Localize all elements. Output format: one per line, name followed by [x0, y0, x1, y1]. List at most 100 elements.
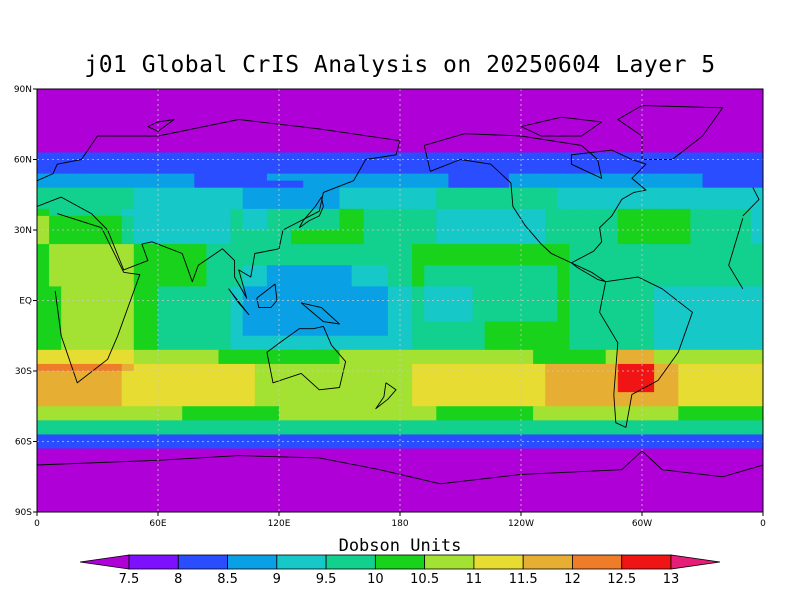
field-cell [121, 356, 135, 365]
field-cell [472, 420, 486, 428]
field-cell [109, 208, 123, 217]
field-cell [133, 173, 147, 182]
field-cell [303, 441, 316, 450]
field-cell [182, 490, 195, 499]
field-cell [642, 89, 655, 97]
field-cell [569, 286, 583, 295]
field-cell [690, 385, 704, 393]
field-cell [642, 110, 655, 118]
field-cell [303, 490, 316, 499]
field-cell [85, 483, 99, 492]
field-cell [629, 279, 643, 287]
field-cell [194, 138, 207, 146]
field-cell [73, 110, 86, 118]
field-cell [291, 490, 304, 499]
field-cell [484, 244, 498, 252]
field-cell [182, 399, 195, 407]
field-cell [508, 469, 522, 478]
field-cell [145, 124, 159, 132]
field-cell [242, 89, 256, 97]
field-cell [545, 180, 558, 189]
field-cell [327, 476, 341, 485]
field-cell [387, 103, 401, 111]
field-cell [750, 265, 763, 273]
field-cell [351, 145, 365, 154]
field-cell [678, 152, 691, 161]
field-cell [726, 406, 740, 414]
field-cell [49, 504, 62, 512]
field-cell [472, 413, 486, 421]
field-cell [49, 469, 62, 478]
field-cell [521, 328, 534, 337]
field-cell [303, 462, 316, 471]
field-cell [642, 103, 655, 111]
field-cell [448, 314, 462, 323]
field-cell [145, 215, 159, 224]
field-cell [351, 307, 365, 316]
field-cell [315, 441, 328, 450]
field-cell [448, 441, 462, 450]
field-cell [182, 378, 195, 386]
field-cell [375, 378, 389, 386]
field-cell [412, 117, 425, 125]
field-cell [97, 314, 111, 323]
field-cell [387, 258, 401, 266]
field-cell [702, 490, 716, 499]
field-cell [49, 490, 62, 499]
field-cell [702, 222, 716, 231]
field-cell [400, 89, 413, 97]
field-cell [73, 300, 86, 309]
field-cell [61, 173, 74, 182]
field-cell [194, 371, 207, 379]
field-cell [194, 187, 207, 196]
field-cell [291, 293, 304, 302]
field-cell [97, 138, 111, 146]
field-cell [327, 392, 341, 400]
field-cell [266, 237, 280, 245]
field-cell [642, 356, 655, 365]
field-cell [242, 258, 256, 266]
field-cell [254, 279, 268, 287]
field-cell [702, 265, 716, 273]
field-cell [702, 117, 716, 125]
field-cell [460, 378, 474, 386]
field-cell [678, 328, 691, 337]
field-cell [702, 356, 716, 365]
field-cell [170, 356, 183, 365]
field-cell [327, 462, 341, 471]
field-cell [678, 251, 691, 259]
field-cell [218, 385, 232, 393]
field-cell [97, 110, 111, 118]
field-cell [533, 208, 546, 217]
field-cell [363, 328, 377, 337]
field-cell [642, 208, 655, 217]
field-cell [133, 469, 147, 478]
field-cell [508, 251, 522, 259]
field-cell [750, 363, 763, 372]
field-cell [230, 300, 244, 309]
field-cell [629, 237, 643, 245]
field-cell [472, 124, 486, 132]
field-cell [460, 96, 474, 104]
field-cell [145, 117, 159, 125]
field-cell [375, 279, 389, 287]
field-cell [521, 399, 534, 407]
field-cell [121, 110, 135, 118]
field-cell [533, 328, 546, 337]
field-cell [690, 307, 704, 316]
field-cell [508, 363, 522, 372]
field-cell [424, 244, 437, 252]
field-cell [557, 124, 570, 132]
field-cell [363, 476, 377, 485]
field-cell [145, 462, 159, 471]
field-cell [37, 476, 50, 485]
field-cell [521, 293, 534, 302]
field-cell [436, 244, 449, 252]
field-cell [448, 399, 462, 407]
field-cell [738, 371, 752, 379]
field-cell [242, 194, 256, 203]
field-cell [581, 363, 595, 372]
field-cell [448, 342, 462, 351]
field-cell [666, 201, 679, 210]
field-cell [436, 208, 449, 217]
